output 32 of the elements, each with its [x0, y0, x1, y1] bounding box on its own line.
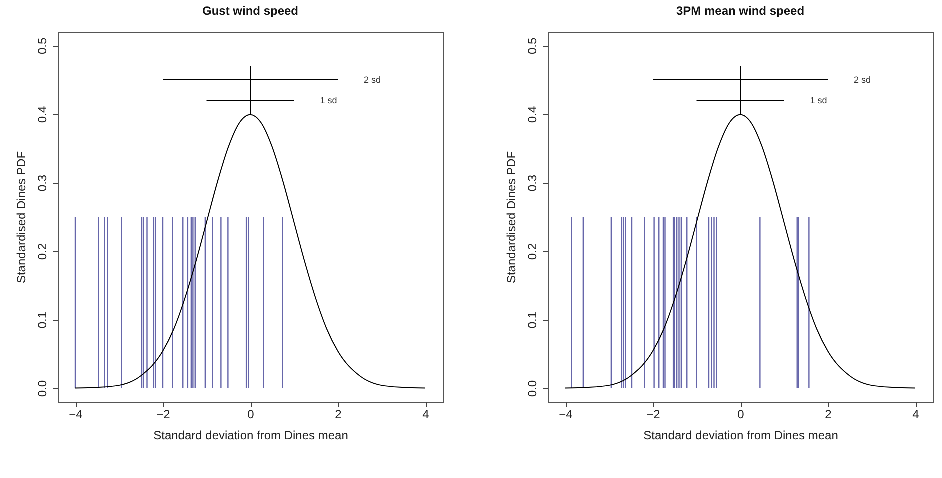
y-tick-label: 0.5 — [36, 38, 50, 55]
y-tick-label: 0.0 — [36, 380, 50, 398]
text: 2 sd — [854, 74, 872, 85]
x-tick-label: −2 — [646, 408, 661, 422]
x-tick-label: 4 — [422, 408, 430, 422]
y-axis-title: Standardised Dines PDF — [504, 151, 518, 284]
x-tick-label: 2 — [335, 408, 342, 422]
y-tick-label: 0.0 — [526, 380, 540, 398]
x-tick-label: 0 — [738, 408, 745, 422]
y-tick-label: 0.1 — [36, 312, 50, 329]
x-tick-label: −4 — [69, 408, 84, 422]
y-tick-label: 0.5 — [526, 38, 540, 55]
y-tick-label: 0.3 — [526, 174, 540, 192]
y-tick-label: 0.2 — [526, 243, 540, 260]
text: 2 sd — [364, 74, 382, 85]
x-tick-label: 4 — [912, 408, 920, 422]
chart-title: 3PM mean wind speed — [676, 4, 805, 18]
x-axis-title: Standard deviation from Dines mean — [154, 428, 348, 442]
x-tick-label: −2 — [156, 408, 171, 422]
text: 1 sd — [320, 96, 338, 106]
y-tick-label: 0.2 — [36, 243, 50, 260]
x-tick-label: −4 — [559, 408, 574, 422]
y-tick-label: 0.4 — [36, 106, 50, 124]
y-tick-label: 0.1 — [526, 312, 540, 329]
x-tick-label: 0 — [248, 408, 255, 422]
x-axis-title: Standard deviation from Dines mean — [644, 428, 838, 442]
chart-title: Gust wind speed — [202, 4, 299, 18]
y-axis-title: Standardised Dines PDF — [14, 151, 28, 284]
text: 1 sd — [810, 96, 828, 106]
y-tick-label: 0.3 — [36, 174, 50, 192]
x-tick-label: 2 — [825, 408, 832, 422]
y-tick-label: 0.4 — [526, 106, 540, 124]
